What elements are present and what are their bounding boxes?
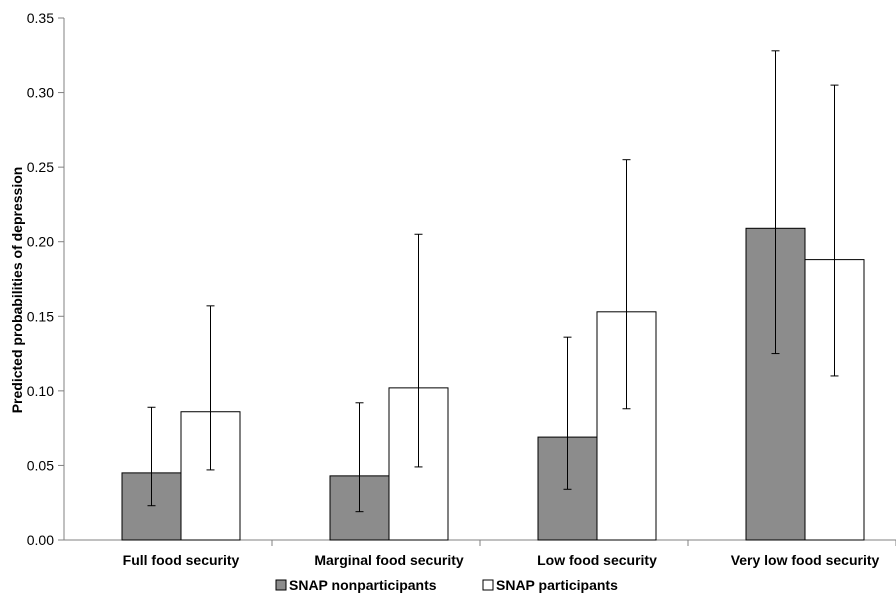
y-tick-label: 0.25 (27, 159, 54, 175)
legend-swatch-nonparticipants (275, 579, 287, 591)
x-tick-label: Low food security (537, 552, 657, 568)
legend-label-nonparticipants: SNAP nonparticipants (289, 577, 437, 593)
y-tick-label: 0.30 (27, 85, 54, 101)
y-tick-label: 0.10 (27, 383, 54, 399)
legend: SNAP nonparticipants SNAP participants (275, 577, 618, 593)
x-tick-labels: Full food security Marginal food security… (123, 552, 880, 568)
x-tick-label: Marginal food security (314, 552, 464, 568)
legend-swatch-participants (482, 579, 494, 591)
x-tick-label: Very low food security (731, 552, 880, 568)
bars (121, 227, 865, 541)
x-tick-label: Full food security (123, 552, 240, 568)
legend-label-participants: SNAP participants (496, 577, 618, 593)
error-bars (147, 50, 839, 513)
y-ticks: 0.00 0.05 0.10 0.15 0.20 0.25 0.30 0.35 (27, 10, 64, 548)
y-tick-label: 0.35 (27, 10, 54, 26)
y-axis-label: Predicted probabilities of depression (9, 167, 25, 414)
y-tick-label: 0.15 (27, 308, 54, 324)
y-tick-label: 0.00 (27, 532, 54, 548)
y-tick-label: 0.05 (27, 457, 54, 473)
y-tick-label: 0.20 (27, 234, 54, 250)
